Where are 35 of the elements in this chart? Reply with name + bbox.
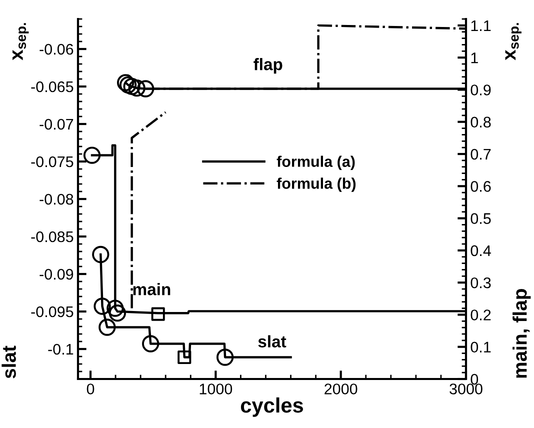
y-tick-label: -0.09 — [40, 268, 74, 280]
y2-tick-label: 0.8 — [470, 116, 491, 128]
y2-axis-title: main, flap — [512, 289, 531, 378]
text: x$_{sep.}$ — [505, 23, 522, 60]
x-axis-title: cycles — [240, 397, 304, 417]
x-tick-label: 3000 — [450, 384, 482, 394]
y2-tick-label: 0 — [470, 374, 478, 385]
x-tick-label: 0 — [86, 384, 94, 394]
y2-tick-label: 0.4 — [470, 245, 491, 256]
annotation: flap — [254, 58, 282, 74]
y2-tick-label: 0.7 — [470, 148, 491, 160]
y-tick-label: -0.075 — [31, 156, 74, 168]
y-tick-label: -0.06 — [40, 44, 74, 55]
y-tick-label: -0.08 — [40, 194, 74, 205]
y2-tick-label: 0.6 — [470, 181, 491, 192]
y-tick-label: -0.1 — [48, 344, 74, 355]
y-tick-label: -0.095 — [31, 306, 74, 318]
y-tick-label: -0.065 — [31, 81, 74, 92]
y2-tick-label: 0.2 — [470, 310, 491, 320]
y2-tick-label: 0.9 — [470, 84, 491, 96]
x-tick-label: 2000 — [324, 384, 358, 394]
annotation: slat — [258, 335, 286, 348]
x-tick-label: 1000 — [200, 384, 232, 394]
annotation: main — [133, 283, 170, 296]
y2-tick-label: 0.5 — [470, 213, 491, 224]
y2-tick-label: 0.1 — [470, 342, 491, 353]
y2-tick-label: 1.1 — [471, 20, 491, 31]
y2-tick-label: 1 — [471, 52, 478, 64]
y-axis-title: slat — [2, 346, 16, 378]
legend-label: formula (a) — [276, 156, 355, 170]
legend-label: formula (b) — [276, 178, 356, 192]
text: x$_{sep.}$ — [12, 23, 29, 60]
y-tick-label: -0.07 — [40, 118, 74, 130]
y2-tick-label: 0.3 — [470, 277, 491, 288]
y-tick-label: -0.085 — [31, 231, 74, 242]
